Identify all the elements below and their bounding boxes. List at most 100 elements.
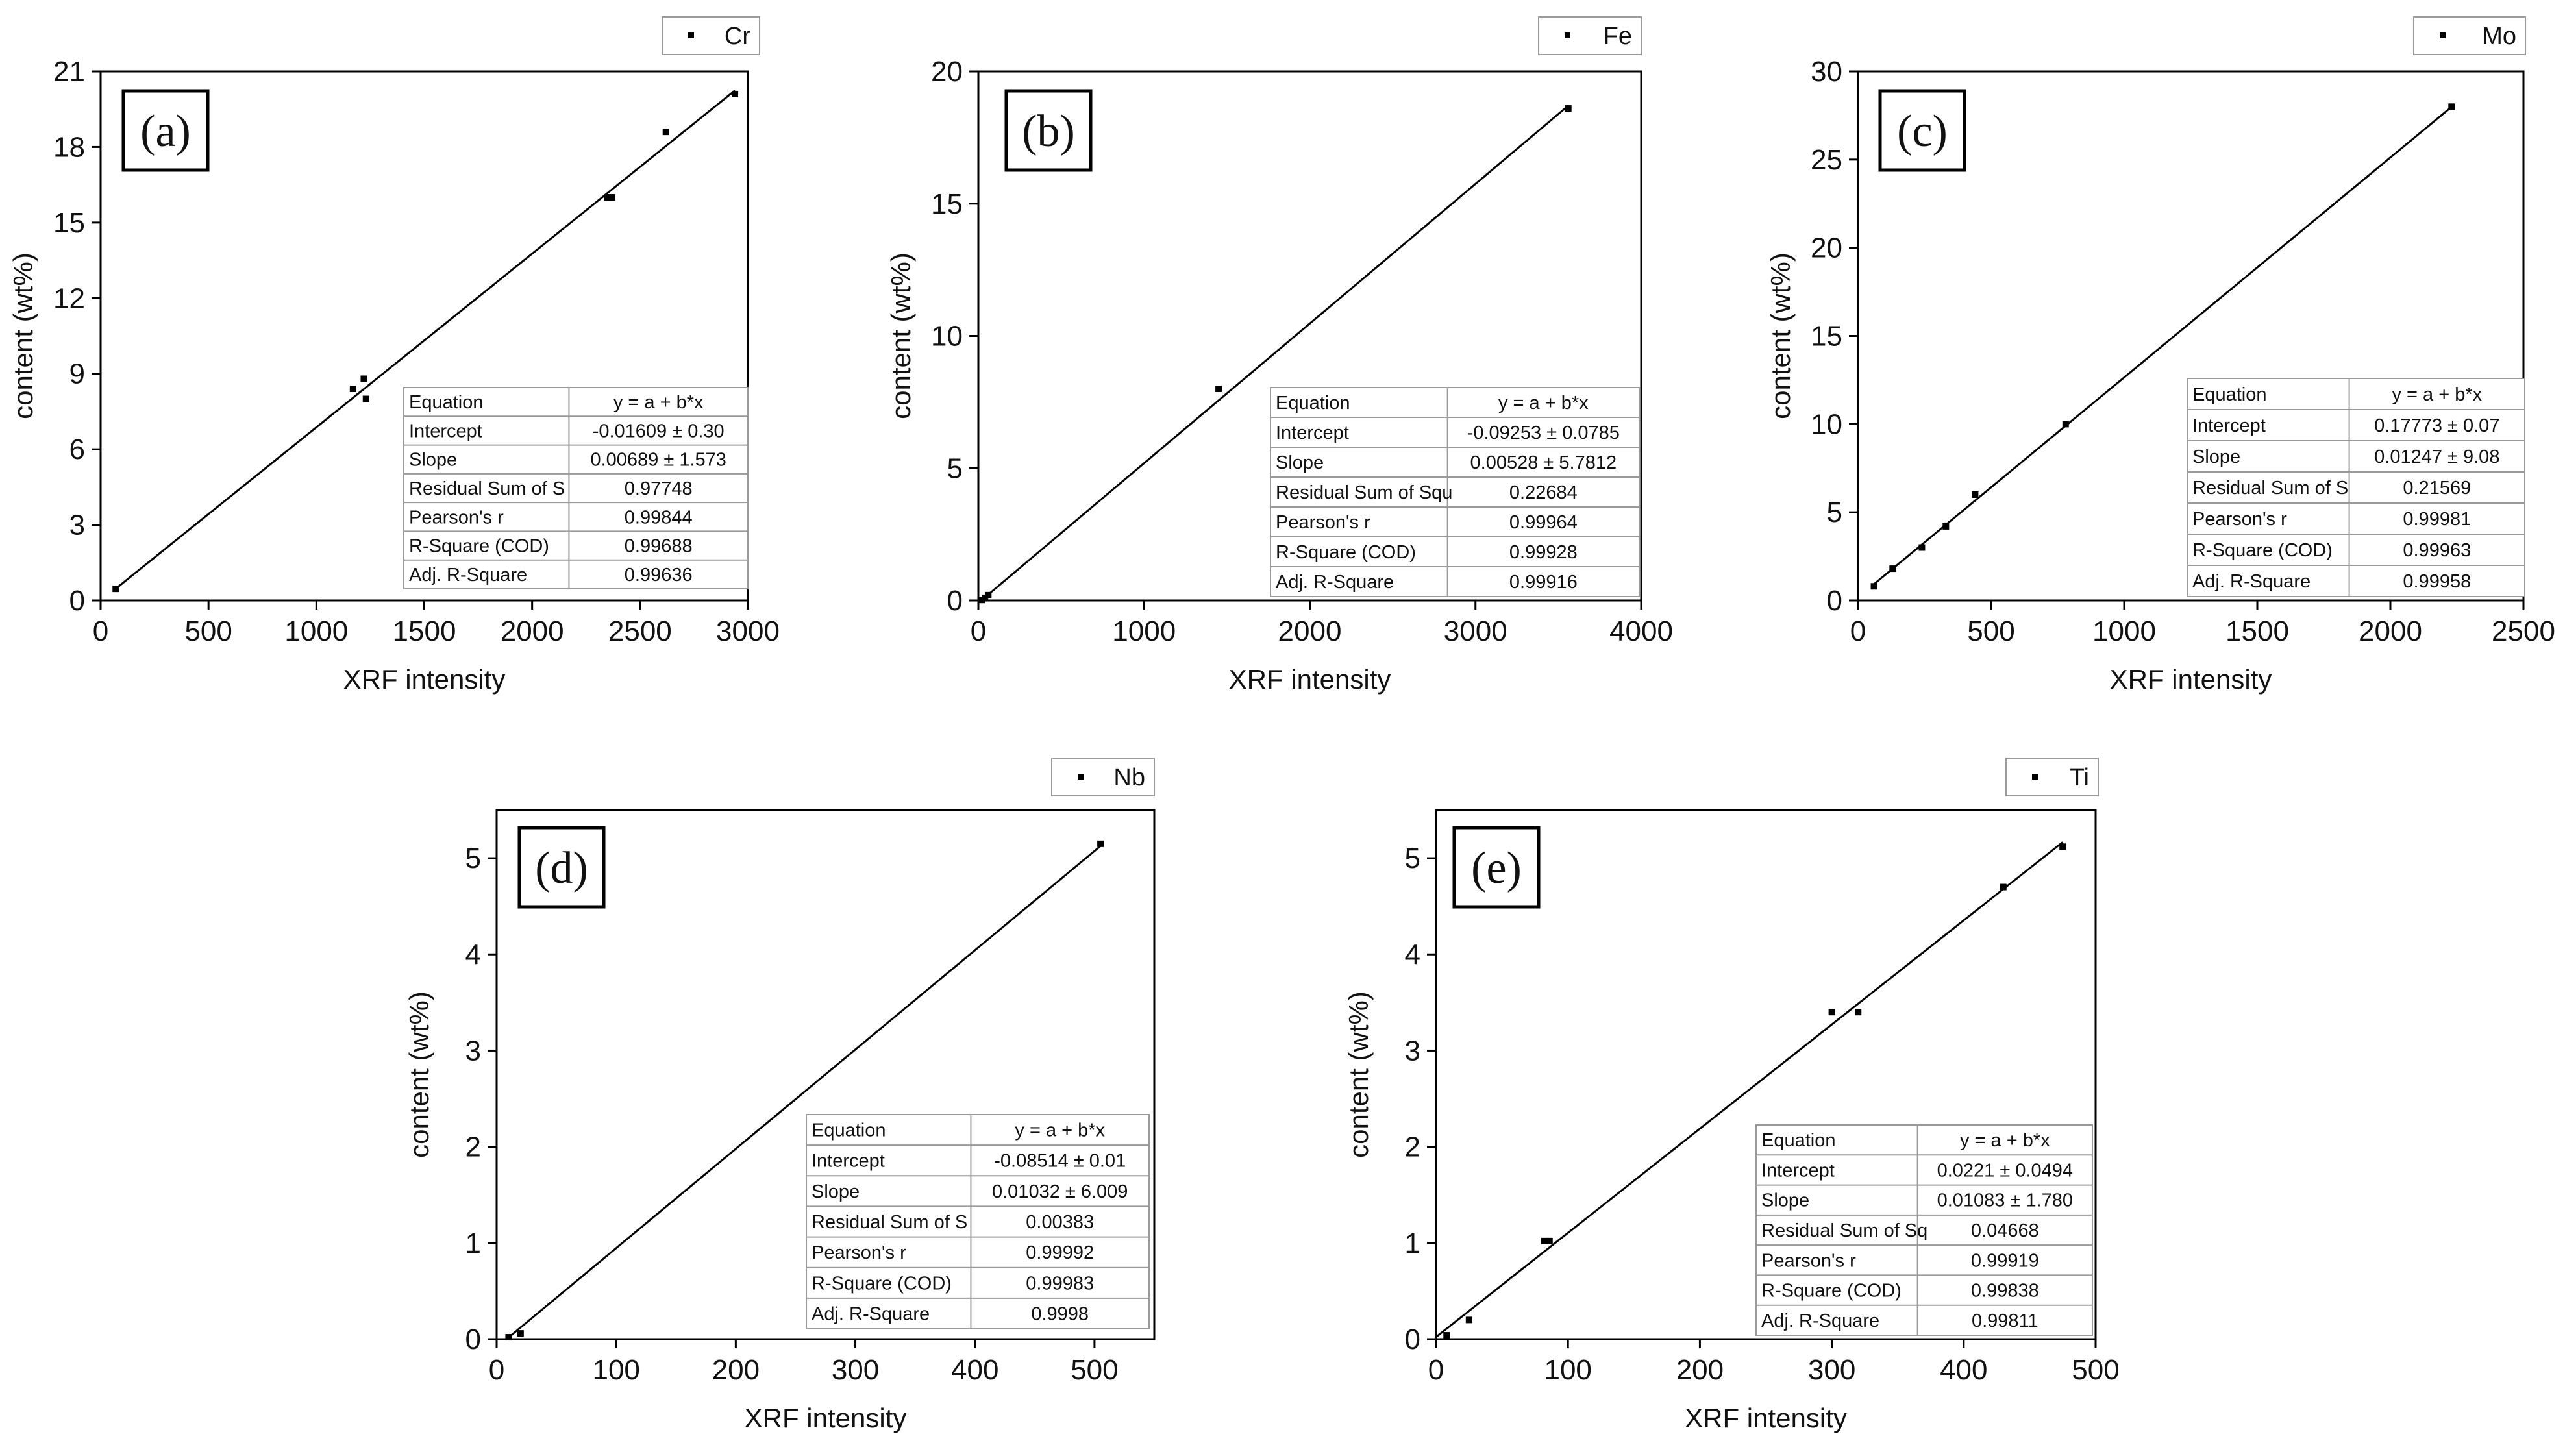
legend-marker xyxy=(2440,32,2446,38)
stats-value: -0.08514 ± 0.01 xyxy=(994,1151,1126,1172)
stats-label: Slope xyxy=(2192,447,2240,467)
y-tick-label: 0 xyxy=(465,1324,481,1355)
chart-panel-nb: 0 100 200 300 400 500 0 1 2 3 4 5 XRF intensity conte… xyxy=(404,758,1156,1433)
stats-label: Pearson's r xyxy=(2192,509,2287,530)
stats-label: Adj. R-Square xyxy=(1276,572,1394,593)
data-point xyxy=(2448,103,2455,110)
y-tick-label: 5 xyxy=(947,452,963,484)
y-tick-label: 20 xyxy=(931,56,963,88)
stats-table xyxy=(403,387,749,589)
stats-label: R-Square (COD) xyxy=(812,1273,952,1294)
x-tick-label: 500 xyxy=(1071,1354,1118,1386)
y-tick-label: 0 xyxy=(69,585,85,617)
y-axis-label: content (wt%) xyxy=(886,253,916,419)
stats-label: Equation xyxy=(812,1120,886,1141)
panel-letter: (c) xyxy=(1897,106,1948,156)
x-tick-label: 200 xyxy=(712,1354,760,1386)
data-point xyxy=(1828,1009,1835,1016)
stats-label: Pearson's r xyxy=(1276,512,1370,533)
data-point xyxy=(732,90,739,97)
stats-value: 0.99636 xyxy=(625,565,693,586)
legend-box xyxy=(1051,758,1155,796)
data-point xyxy=(1565,105,1572,112)
data-point xyxy=(1546,1237,1553,1244)
y-tick-label: 15 xyxy=(53,207,85,239)
y-axis-label: content (wt%) xyxy=(1343,991,1374,1158)
stats-value: 0.99928 xyxy=(1509,542,1578,563)
x-tick-label: 0 xyxy=(93,615,108,647)
legend-box xyxy=(2005,758,2099,796)
panel-letter: (d) xyxy=(535,843,588,893)
legend-box xyxy=(662,16,760,55)
stats-table xyxy=(1755,1124,2093,1336)
stats-value: y = a + b*x xyxy=(2392,384,2482,405)
stats-value: 0.9998 xyxy=(1031,1303,1089,1324)
stats-value: 0.99964 xyxy=(1509,512,1578,533)
stats-value: 0.99992 xyxy=(1026,1242,1094,1263)
x-tick-label: 2000 xyxy=(501,615,564,647)
y-tick-label: 5 xyxy=(1405,843,1420,874)
x-tick-label: 500 xyxy=(1967,615,2014,647)
x-tick-label: 0 xyxy=(489,1354,504,1386)
stats-label: Residual Sum of S xyxy=(2192,478,2348,499)
panel-letter: (e) xyxy=(1471,843,1522,893)
x-axis-label: XRF intensity xyxy=(1685,1403,1847,1433)
stats-value: y = a + b*x xyxy=(1498,393,1589,413)
stats-label: Slope xyxy=(1761,1191,1809,1211)
x-tick-label: 400 xyxy=(1940,1354,1987,1386)
data-point xyxy=(362,395,369,402)
data-point xyxy=(1942,523,1950,530)
stats-label: Pearson's r xyxy=(812,1242,906,1263)
stats-label: Adj. R-Square xyxy=(812,1303,930,1324)
data-point xyxy=(1215,386,1222,392)
legend-marker xyxy=(2032,774,2038,780)
x-tick-label: 1000 xyxy=(284,615,348,647)
stats-value: 0.99688 xyxy=(625,536,693,557)
data-point xyxy=(608,194,615,201)
stats-value: -0.09253 ± 0.0785 xyxy=(1467,423,1620,443)
y-tick-label: 3 xyxy=(69,510,85,541)
data-point xyxy=(1443,1332,1450,1339)
y-tick-label: 3 xyxy=(1405,1035,1420,1067)
stats-label: Residual Sum of Sq xyxy=(1761,1220,1927,1241)
stats-label: Equation xyxy=(1276,393,1350,413)
x-tick-label: 1000 xyxy=(2092,615,2156,647)
data-point xyxy=(1465,1316,1472,1324)
y-tick-label: 1 xyxy=(465,1228,481,1259)
panel-letter: (b) xyxy=(1022,106,1075,156)
stats-value: y = a + b*x xyxy=(1960,1130,2050,1151)
x-axis-label: XRF intensity xyxy=(1229,664,1391,695)
stats-table xyxy=(1270,387,1640,597)
data-point xyxy=(360,375,367,382)
stats-value: 0.0221 ± 0.0494 xyxy=(1937,1160,2073,1181)
stats-value: 0.01083 ± 1.780 xyxy=(1937,1191,2073,1211)
stats-value: 0.00528 ± 5.7812 xyxy=(1470,452,1617,473)
stats-label: Equation xyxy=(409,392,484,413)
y-tick-label: 12 xyxy=(53,282,85,314)
data-point xyxy=(1541,1237,1548,1244)
x-tick-label: 4000 xyxy=(1609,615,1673,647)
stats-table xyxy=(806,1114,1150,1329)
data-point xyxy=(1889,565,1896,573)
y-tick-label: 4 xyxy=(465,939,481,970)
legend-box xyxy=(2413,16,2526,55)
x-tick-label: 2500 xyxy=(608,615,672,647)
stats-label: Intercept xyxy=(1761,1160,1835,1181)
y-axis-label: content (wt%) xyxy=(404,991,434,1158)
stats-value: 0.99983 xyxy=(1026,1273,1094,1294)
panel-letter-box xyxy=(121,89,210,172)
legend-label: Cr xyxy=(725,23,750,50)
y-tick-label: 5 xyxy=(1827,497,1842,528)
data-point xyxy=(517,1330,524,1337)
plot-frame xyxy=(495,809,1156,1340)
y-tick-label: 10 xyxy=(1811,408,1842,440)
stats-value: 0.21569 xyxy=(2403,478,2471,499)
stats-label: Intercept xyxy=(409,421,482,441)
fit-line xyxy=(1870,106,2453,587)
stats-label: R-Square (COD) xyxy=(409,536,549,557)
chart-panel-mo: 0 500 1000 1500 2000 2500 0 5 10 15 20 25 30 XRF inte… xyxy=(1765,16,2555,695)
y-tick-label: 2 xyxy=(1405,1131,1420,1163)
y-tick-label: 25 xyxy=(1811,144,1842,176)
stats-table xyxy=(2187,378,2525,597)
